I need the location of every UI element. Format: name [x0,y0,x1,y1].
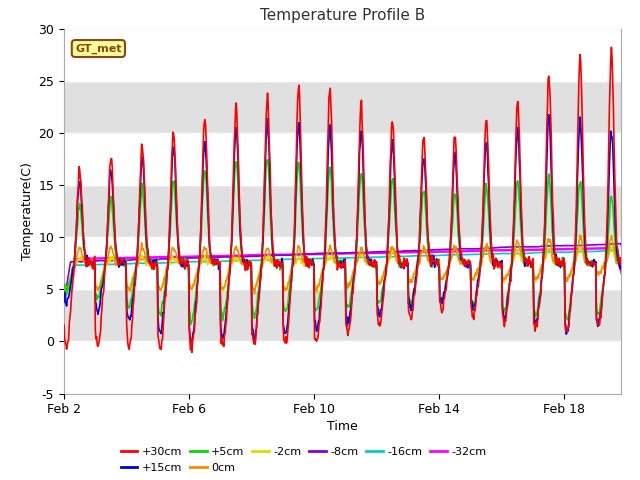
Bar [64,133,621,185]
Bar [64,341,621,394]
Bar [64,237,621,289]
Bar [64,29,621,81]
Text: GT_met: GT_met [75,43,122,54]
Title: Temperature Profile B: Temperature Profile B [260,9,425,24]
Bar [64,289,621,341]
Bar [64,185,621,237]
X-axis label: Time: Time [327,420,358,433]
Legend: +30cm, +15cm, +5cm, 0cm, -2cm, -8cm, -16cm, -32cm: +30cm, +15cm, +5cm, 0cm, -2cm, -8cm, -16… [116,443,491,478]
Bar [64,81,621,133]
Y-axis label: Temperature(C): Temperature(C) [21,162,34,260]
